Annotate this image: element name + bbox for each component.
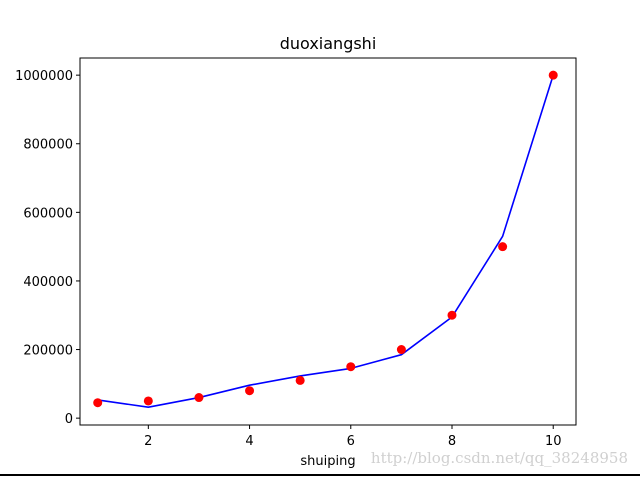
chart-title: duoxiangshi: [280, 34, 377, 53]
data-point: [194, 393, 204, 403]
plot-frame: [79, 57, 577, 426]
data-point: [548, 70, 558, 80]
bottom-rule: [0, 474, 640, 476]
data-layer: [93, 70, 558, 408]
plot-area: [80, 58, 576, 425]
fit-line: [97, 74, 554, 408]
y-tick-label: 800000: [23, 138, 73, 153]
x-tick-label: 8: [448, 434, 456, 449]
data-point: [245, 386, 255, 396]
data-point: [143, 396, 153, 406]
y-axis: 0 200000 400000 600000 800000 1000000: [15, 69, 80, 427]
x-tick-label: 2: [144, 434, 152, 449]
x-axis: 2 4 6 8 10: [144, 425, 561, 449]
data-point: [498, 242, 508, 252]
data-point: [396, 345, 406, 355]
data-point: [93, 398, 103, 408]
x-tick-label: 6: [347, 434, 355, 449]
y-tick-label: 400000: [23, 275, 73, 290]
watermark-text: http://blog.csdn.net/qq_38248958: [371, 449, 628, 467]
y-tick-label: 0: [65, 412, 73, 427]
y-tick-label: 600000: [23, 206, 73, 221]
y-tick-label: 1000000: [15, 69, 73, 84]
y-tick-label: 200000: [23, 344, 73, 359]
x-axis-label: shuiping: [300, 454, 355, 469]
data-point: [346, 362, 356, 372]
x-tick-label: 4: [245, 434, 253, 449]
data-point: [295, 375, 305, 385]
data-point: [447, 310, 457, 320]
x-tick-label: 10: [545, 434, 562, 449]
